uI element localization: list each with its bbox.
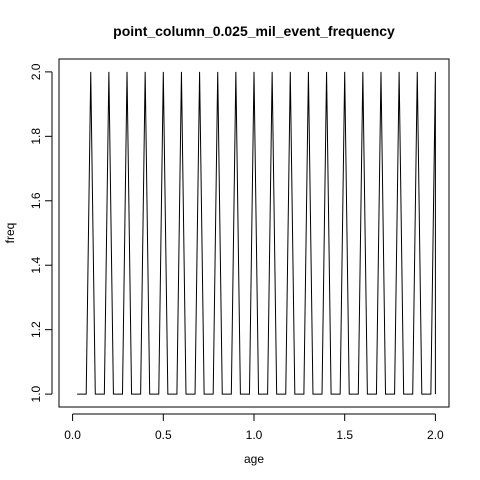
y-axis: 1.0 1.2 1.4 1.6 1.8 2.0 — [29, 63, 53, 402]
plot-box — [58, 58, 450, 408]
y-tick-label: 1.0 — [29, 385, 43, 402]
x-axis-label: age — [244, 452, 264, 466]
series-line — [77, 71, 436, 395]
x-tick-label: 0.5 — [155, 428, 172, 442]
x-tick-label: 1.0 — [246, 428, 263, 442]
x-axis: 0.0 0.5 1.0 1.5 2.0 — [64, 413, 444, 442]
x-tick-label: 2.0 — [427, 428, 444, 442]
chart-title: point_column_0.025_mil_event_frequency — [113, 23, 395, 39]
x-tick-label: 1.5 — [336, 428, 353, 442]
y-tick-label: 1.2 — [29, 321, 43, 338]
y-tick-label: 1.4 — [29, 257, 43, 274]
x-tick-label: 0.0 — [64, 428, 81, 442]
series-layer — [77, 71, 436, 395]
y-tick-label: 1.6 — [29, 192, 43, 209]
y-tick-label: 2.0 — [29, 63, 43, 80]
y-axis-label: freq — [3, 223, 17, 244]
y-tick-label: 1.8 — [29, 128, 43, 145]
